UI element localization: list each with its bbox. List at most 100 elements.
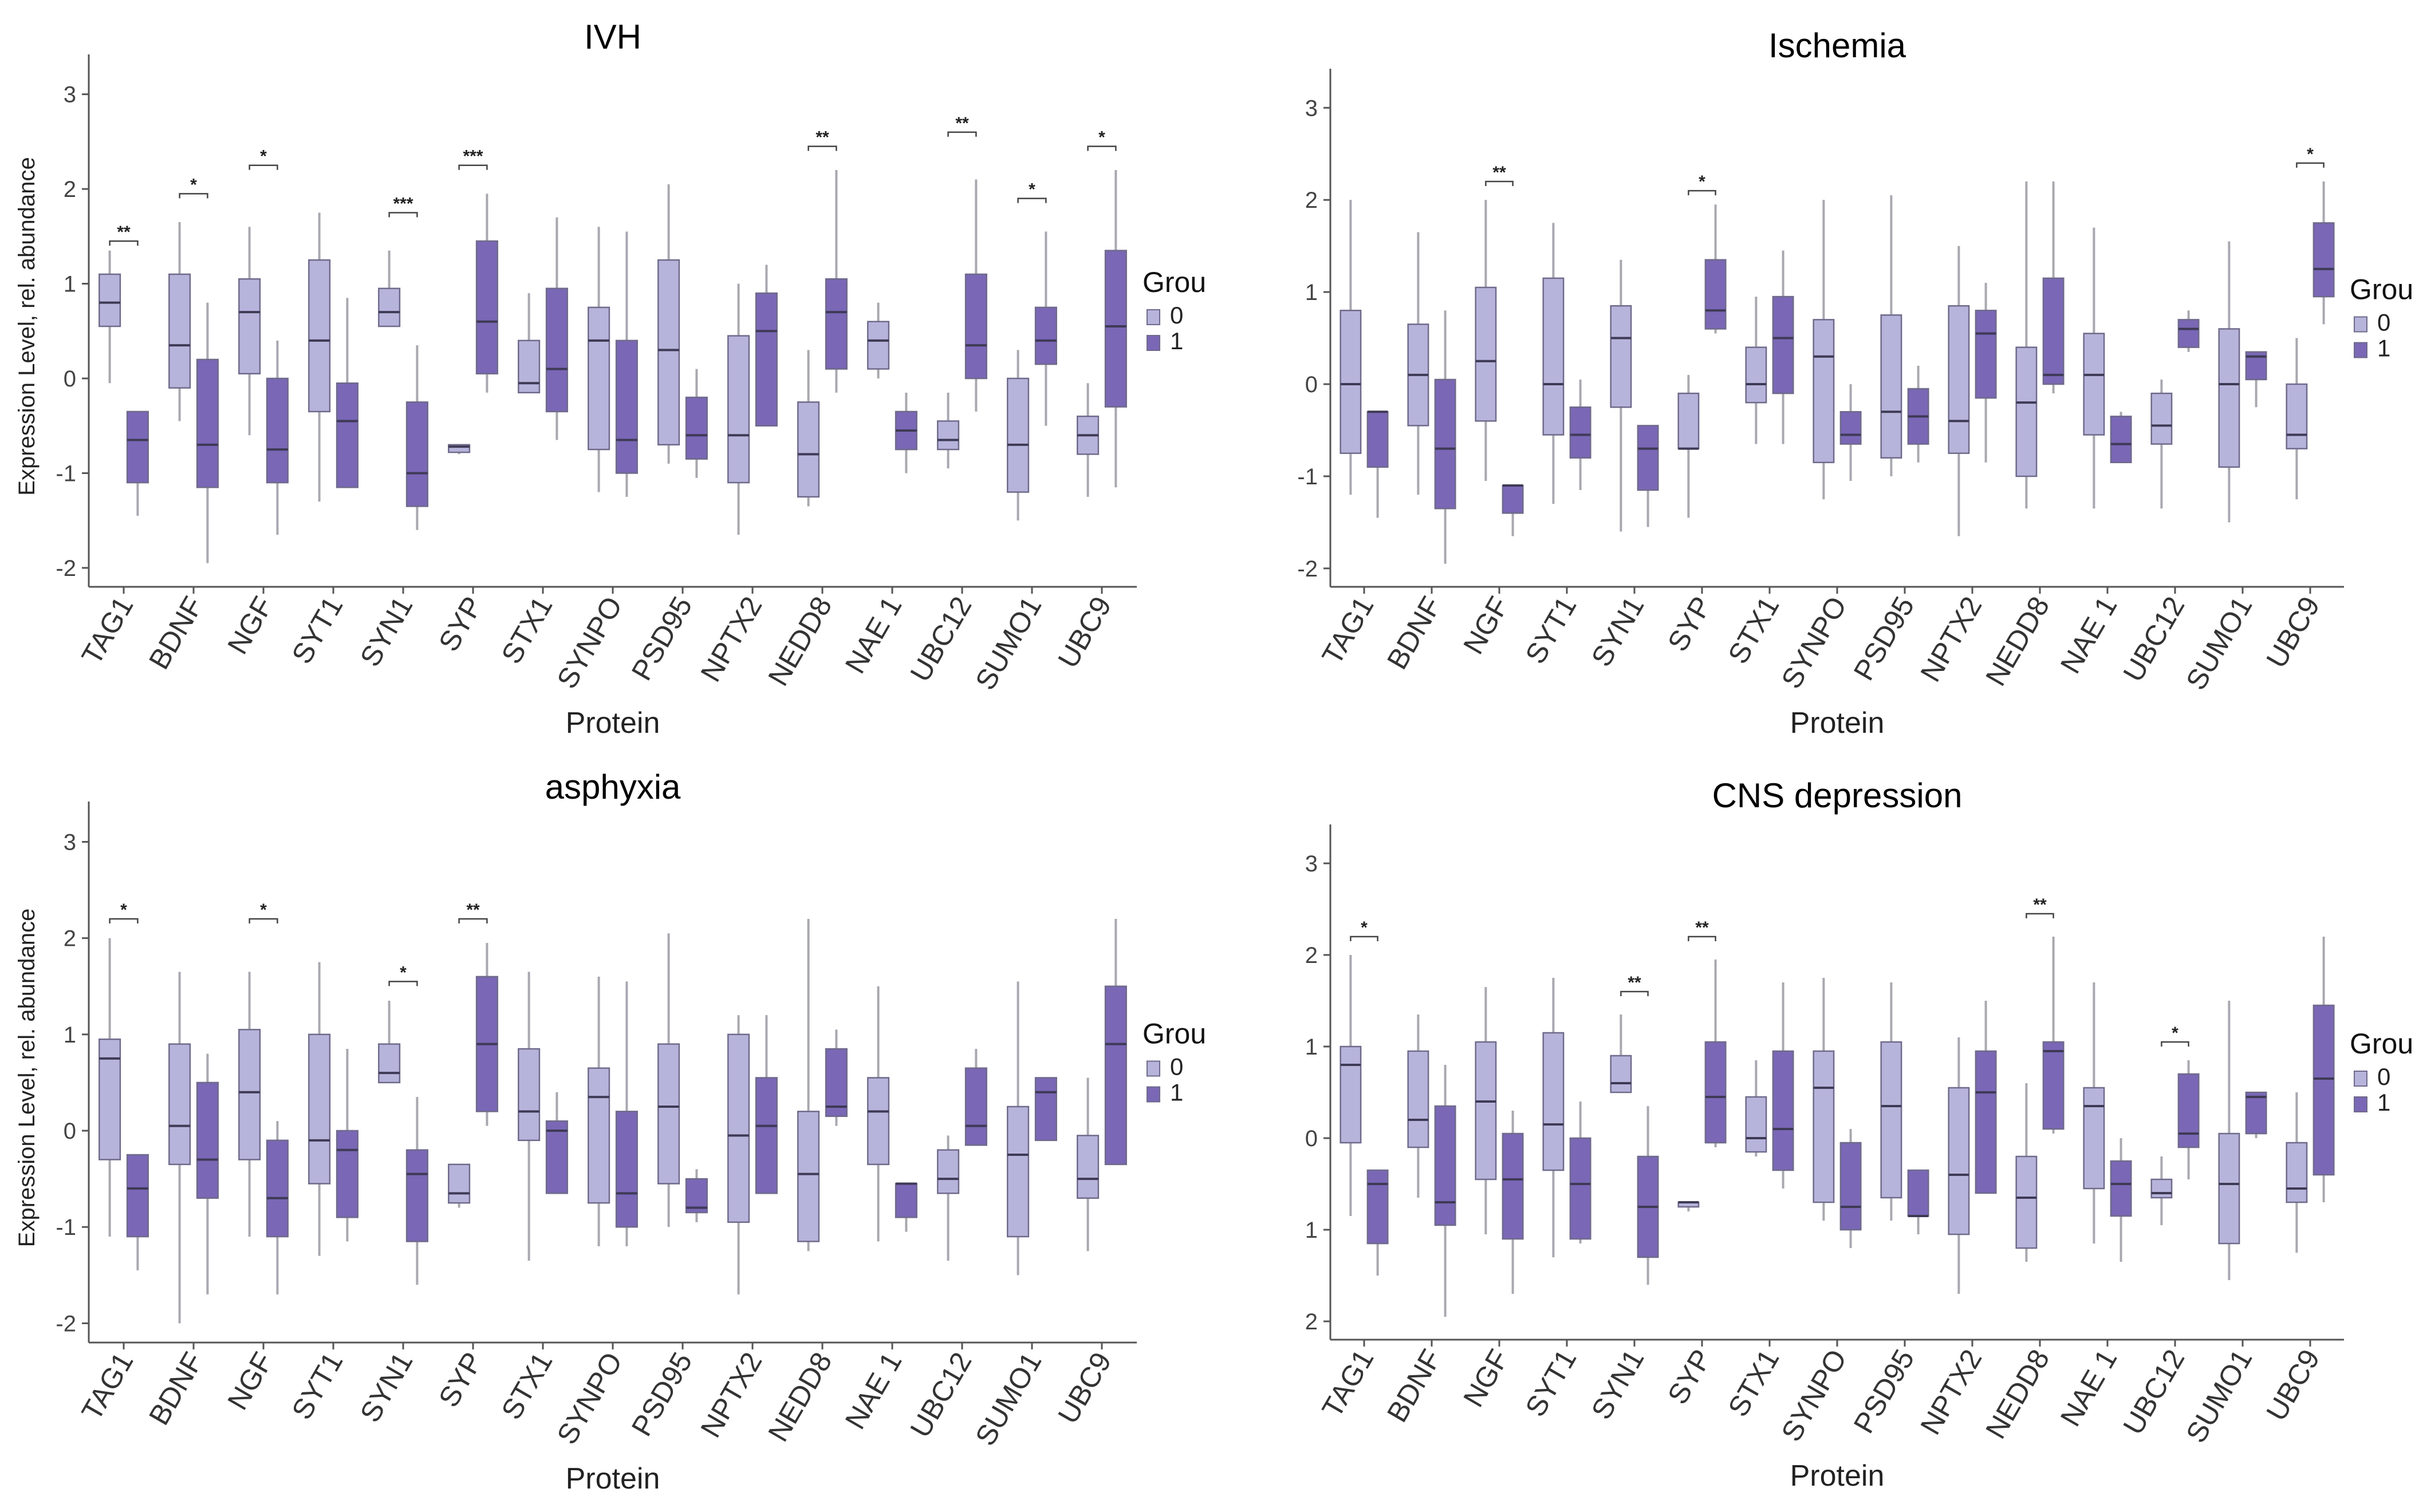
y-tick-label: 2: [1305, 1309, 1318, 1335]
box-tag1-group1: [126, 410, 149, 516]
x-tick-label-psd95: PSD95: [625, 1347, 699, 1442]
box-nptx2-group1: [755, 264, 778, 427]
box-syp-group0: [1677, 374, 1700, 518]
box-syp-group0: [448, 1163, 471, 1208]
box-iqr: [1839, 411, 1862, 445]
box-sumo1-group1: [2245, 1091, 2267, 1138]
box-iqr: [797, 401, 820, 498]
x-tick-label-syp: SYP: [432, 591, 489, 657]
box-iqr: [1104, 250, 1127, 408]
box-iqr: [2150, 1178, 2173, 1199]
significance-label: ***: [463, 147, 483, 166]
box-psd95-group0: [1880, 982, 1902, 1221]
box-nptx2-group0: [727, 1015, 750, 1294]
box-syn1-group1: [405, 345, 428, 530]
box-syt1-group1: [1569, 379, 1591, 491]
box-ubc12-group1: [2177, 1060, 2200, 1179]
x-tick-label-nae-1: NAE 1: [839, 1347, 908, 1435]
y-tick-label: -2: [1297, 556, 1318, 582]
box-sumo1-group0: [2218, 241, 2240, 523]
significance-bracket: [1620, 990, 1649, 996]
significance-bracket: [249, 164, 278, 170]
significance-bracket: [179, 193, 208, 199]
box-iqr: [1610, 1055, 1632, 1093]
significance-tag1: **: [109, 223, 139, 246]
box-syt1-group0: [308, 212, 331, 502]
legend-swatch-group0: [1147, 309, 1160, 325]
significance-label: *: [260, 901, 267, 919]
box-psd95-group1: [1907, 365, 1929, 463]
box-iqr: [1007, 377, 1030, 493]
box-psd95-group0: [1880, 195, 1902, 476]
box-nptx2-group0: [1948, 246, 1970, 536]
x-tick-label-nedd8: NEDD8: [1979, 1344, 2055, 1444]
box-bdnf-group0: [1407, 1014, 1429, 1198]
box-nae-1-group0: [2083, 227, 2105, 509]
box-iqr: [1569, 406, 1591, 459]
significance-ubc9: *: [2296, 145, 2325, 168]
x-tick-label-sumo1: SUMO1: [2180, 1344, 2258, 1448]
y-tick-label: 3: [64, 82, 76, 108]
box-iqr: [657, 259, 680, 446]
x-tick-label-bdnf: BDNF: [1381, 591, 1448, 675]
box-iqr: [2177, 1073, 2200, 1148]
box-syn1-group1: [1637, 1106, 1659, 1285]
box-nedd8-group1: [2042, 181, 2065, 394]
y-tick-label: 0: [1305, 372, 1318, 397]
y-tick-label: 0: [64, 366, 76, 392]
x-tick-label-syt1: SYT1: [285, 591, 349, 669]
box-iqr: [1772, 295, 1794, 394]
box-tag1-group0: [1340, 955, 1362, 1216]
box-iqr: [1034, 1077, 1057, 1142]
legend-label-group0: 0: [1170, 1053, 1183, 1080]
box-iqr: [308, 259, 331, 413]
y-tick-label: 3: [1305, 96, 1318, 121]
box-iqr: [1948, 1087, 1970, 1235]
x-tick-label-syp: SYP: [1661, 591, 1718, 657]
box-iqr: [378, 1043, 401, 1084]
x-tick-label-nptx2: NPTX2: [1914, 591, 1988, 688]
box-iqr: [2177, 319, 2200, 348]
box-iqr: [937, 1149, 960, 1194]
x-tick-label-ngf: NGF: [1457, 591, 1515, 660]
box-iqr: [405, 401, 428, 507]
box-syp-group1: [1704, 204, 1727, 334]
y-tick-label: 1: [1305, 280, 1318, 305]
box-nedd8-group1: [825, 1029, 848, 1126]
significance-nedd8: **: [807, 128, 837, 151]
box-synpo-group1: [1839, 1129, 1862, 1248]
box-syn1-group0: [378, 1000, 401, 1084]
x-tick-label-ubc12: UBC12: [2117, 591, 2191, 688]
box-iqr: [99, 273, 121, 327]
significance-ngf: *: [249, 901, 278, 923]
significance-label: **: [815, 128, 829, 147]
legend-label-group1: 1: [1170, 327, 1183, 354]
box-nptx2-group0: [727, 283, 750, 535]
box-iqr: [727, 1033, 750, 1223]
box-ubc9-group0: [1077, 383, 1100, 497]
box-synpo-group0: [1813, 978, 1835, 1221]
significance-bracket: [249, 918, 278, 923]
x-tick-label-bdnf: BDNF: [143, 1347, 210, 1431]
box-iqr: [238, 278, 261, 374]
legend-swatch-group0: [2354, 316, 2367, 333]
x-tick-label-nedd8: NEDD8: [762, 1347, 838, 1447]
legend-swatch-group1: [1147, 335, 1160, 351]
significance-bracket: [109, 240, 139, 246]
y-tick-label: 1: [64, 1023, 76, 1048]
y-tick-label: 1: [1305, 1218, 1318, 1243]
box-ubc12-group0: [937, 392, 960, 469]
significance-bracket: [458, 918, 488, 923]
box-syn1-group0: [1610, 259, 1632, 532]
box-tag1-group0: [1340, 200, 1362, 495]
box-syn1-group0: [1610, 1014, 1632, 1093]
box-sumo1-group1: [2245, 351, 2267, 408]
y-tick-label: -1: [56, 461, 76, 486]
box-iqr: [1948, 305, 1970, 454]
legend-title: Group: [2350, 1028, 2414, 1060]
y-tick-label: 2: [64, 177, 76, 202]
box-iqr: [1542, 1032, 1565, 1171]
box-iqr: [1340, 310, 1362, 454]
